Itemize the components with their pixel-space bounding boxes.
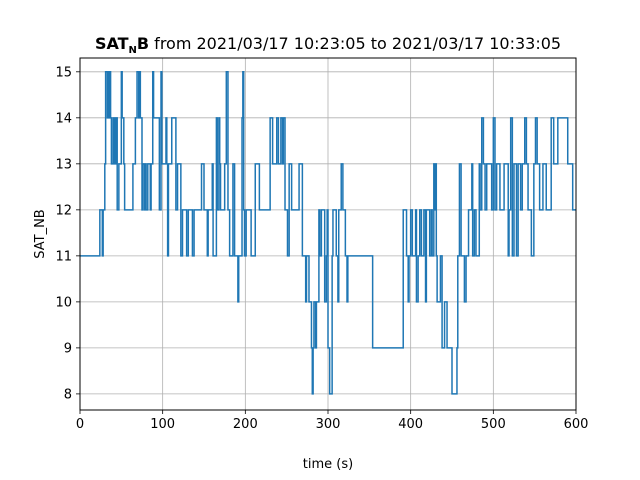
chart-title-bold: SAT bbox=[95, 34, 129, 53]
y-tick-label: 11 bbox=[55, 249, 72, 264]
x-tick-label: 500 bbox=[481, 417, 506, 432]
x-tick-label: 0 bbox=[76, 417, 84, 432]
chart-title-subscript: N bbox=[129, 45, 137, 56]
chart-title-bold-suffix: B bbox=[137, 34, 149, 53]
chart-title: SATNB from 2021/03/17 10:23:05 to 2021/0… bbox=[95, 34, 561, 56]
x-tick-label: 200 bbox=[233, 417, 258, 432]
y-tick-label: 10 bbox=[55, 295, 72, 310]
x-axis-label: time (s) bbox=[303, 457, 353, 472]
y-tick-label: 8 bbox=[64, 387, 72, 402]
y-tick-label: 13 bbox=[55, 157, 72, 172]
series-line bbox=[80, 71, 576, 395]
y-axis-label: SAT_NB bbox=[33, 209, 48, 258]
y-tick-label: 12 bbox=[55, 203, 72, 218]
x-tick-label: 400 bbox=[398, 417, 423, 432]
x-tick-label: 300 bbox=[316, 417, 341, 432]
x-tick-label: 600 bbox=[564, 417, 589, 432]
series-layer bbox=[80, 71, 576, 395]
y-tick-label: 15 bbox=[55, 65, 72, 80]
chart-title-rest: from 2021/03/17 10:23:05 to 2021/03/17 1… bbox=[149, 34, 561, 53]
y-tick-label: 14 bbox=[55, 111, 72, 126]
y-tick-label: 9 bbox=[64, 341, 72, 356]
ticks: 0 100 200 300 400 500 600 8 9 10 11 12 13 14 15 bbox=[55, 65, 588, 432]
x-tick-label: 100 bbox=[150, 417, 175, 432]
